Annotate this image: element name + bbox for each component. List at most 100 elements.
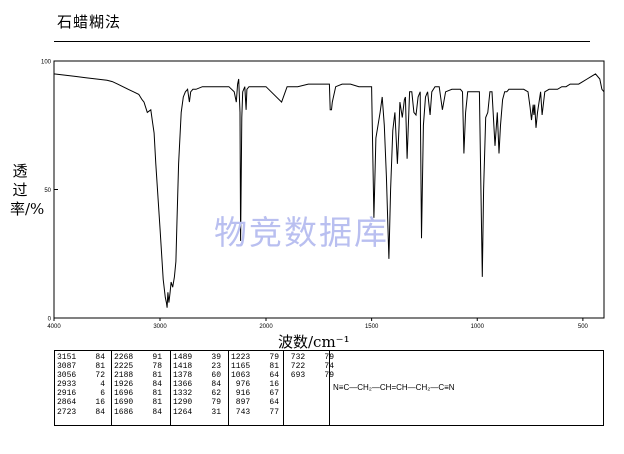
peak-column: 2268 91 2225 78 2188 81 1926 84 1696 81 1690 … <box>114 353 162 417</box>
peak-wavenumber: 3087 <box>57 362 77 372</box>
peak-transmittance: 67 <box>259 389 280 399</box>
x-tick-label: 1500 <box>365 324 379 330</box>
plot-frame <box>53 60 605 319</box>
y-tick-label: 0 <box>48 317 52 323</box>
peak-transmittance: 64 <box>259 371 280 381</box>
peak-row: 897 64 <box>231 398 279 407</box>
peak-transmittance: 91 <box>142 353 163 362</box>
peak-row: 1926 84 <box>114 380 162 389</box>
peak-transmittance: 74 <box>314 362 335 372</box>
peak-wavenumber: 1418 <box>173 362 193 372</box>
peak-row: 2723 84 <box>57 408 105 417</box>
peak-row: 2188 81 <box>114 371 162 380</box>
peak-wavenumber: 722 <box>286 362 306 372</box>
peak-transmittance: 79 <box>201 398 222 408</box>
peak-wavenumber: 2864 <box>57 398 77 408</box>
title-rule <box>54 41 590 42</box>
x-tick-label: 500 <box>578 324 589 330</box>
peak-row: 1378 60 <box>173 371 221 380</box>
y-axis-label: 透过率/% <box>10 162 45 218</box>
x-tick-label: 1000 <box>471 324 485 330</box>
x-tick-label: 4000 <box>47 324 61 330</box>
peak-row: 2933 4 <box>57 380 105 389</box>
peak-row: 693 79 <box>286 371 334 380</box>
peak-row: 1223 79 <box>231 353 279 362</box>
peak-wavenumber: 897 <box>231 398 251 408</box>
x-tick-label: 2000 <box>259 324 273 330</box>
peak-wavenumber: 1165 <box>231 362 251 372</box>
peak-transmittance: 84 <box>142 407 163 417</box>
peak-wavenumber: 2268 <box>114 353 134 362</box>
table-column-divider <box>228 351 229 425</box>
peak-transmittance: 81 <box>142 371 163 381</box>
structure-formula: N≡C—CH₂—CH=CH—CH₂—C≡N <box>333 383 455 392</box>
peak-transmittance: 39 <box>201 353 222 362</box>
peak-row: 1290 79 <box>173 398 221 407</box>
peak-wavenumber: 3056 <box>57 371 77 381</box>
peak-row: 2916 6 <box>57 389 105 398</box>
peak-transmittance: 78 <box>142 362 163 372</box>
peak-transmittance: 84 <box>85 407 106 417</box>
peak-transmittance: 62 <box>201 389 222 399</box>
peak-transmittance: 81 <box>142 389 163 399</box>
peak-transmittance: 77 <box>259 407 280 417</box>
peak-wavenumber: 693 <box>286 371 306 381</box>
peak-wavenumber: 1696 <box>114 389 134 399</box>
peak-wavenumber: 1489 <box>173 353 193 362</box>
y-tick-label: 100 <box>41 60 52 66</box>
peak-row: 3151 84 <box>57 353 105 362</box>
peak-row: 1332 62 <box>173 389 221 398</box>
peak-row: 743 77 <box>231 408 279 417</box>
peak-transmittance: 60 <box>201 371 222 381</box>
peak-row: 2225 78 <box>114 362 162 371</box>
peak-row: 2268 91 <box>114 353 162 362</box>
x-tick-label: 3000 <box>153 324 167 330</box>
peak-wavenumber: 1264 <box>173 407 193 417</box>
peak-row: 1690 81 <box>114 398 162 407</box>
table-column-divider <box>170 351 171 425</box>
peak-wavenumber: 2933 <box>57 380 77 390</box>
spectrum-line <box>53 73 605 308</box>
peak-transmittance: 79 <box>259 353 280 362</box>
peak-row: 916 67 <box>231 389 279 398</box>
peak-wavenumber: 916 <box>231 389 251 399</box>
peak-row: 1686 84 <box>114 408 162 417</box>
peak-wavenumber: 1332 <box>173 389 193 399</box>
peak-transmittance: 23 <box>201 362 222 372</box>
peak-row: 732 79 <box>286 353 334 362</box>
peak-row: 1418 23 <box>173 362 221 371</box>
peak-column: 1223 79 1165 81 1063 64 976 16 916 67 897 … <box>231 353 279 417</box>
peak-transmittance: 6 <box>85 389 106 399</box>
table-column-divider <box>111 351 112 425</box>
peak-wavenumber: 1063 <box>231 371 251 381</box>
peak-row: 722 74 <box>286 362 334 371</box>
peak-transmittance: 84 <box>85 353 106 362</box>
series-layer <box>53 73 605 308</box>
peak-column: 732 79 722 74 693 79 <box>286 353 334 380</box>
peak-wavenumber: 2916 <box>57 389 77 399</box>
peak-row: 3056 72 <box>57 371 105 380</box>
peak-transmittance: 31 <box>201 407 222 417</box>
peak-transmittance: 81 <box>85 362 106 372</box>
peak-wavenumber: 976 <box>231 380 251 390</box>
peak-transmittance: 16 <box>259 380 280 390</box>
peak-wavenumber: 1366 <box>173 380 193 390</box>
peak-wavenumber: 743 <box>231 407 251 417</box>
peak-table: 3151 84 3087 81 3056 72 2933 4 2916 6 2864 16… <box>54 350 604 426</box>
peak-transmittance: 84 <box>142 380 163 390</box>
peak-wavenumber: 1926 <box>114 380 134 390</box>
peak-row: 1063 64 <box>231 371 279 380</box>
peak-wavenumber: 1290 <box>173 398 193 408</box>
x-axis-label: 波数/cm⁻¹ <box>278 333 350 351</box>
peak-transmittance: 81 <box>259 362 280 372</box>
y-axis: 0 50 100 <box>41 60 58 323</box>
peak-transmittance: 72 <box>85 371 106 381</box>
peak-wavenumber: 2225 <box>114 362 134 372</box>
peak-wavenumber: 1690 <box>114 398 134 408</box>
peak-row: 1696 81 <box>114 389 162 398</box>
table-column-divider <box>283 351 284 425</box>
peak-row: 1165 81 <box>231 362 279 371</box>
peak-row: 1264 31 <box>173 408 221 417</box>
peak-wavenumber: 1686 <box>114 407 134 417</box>
